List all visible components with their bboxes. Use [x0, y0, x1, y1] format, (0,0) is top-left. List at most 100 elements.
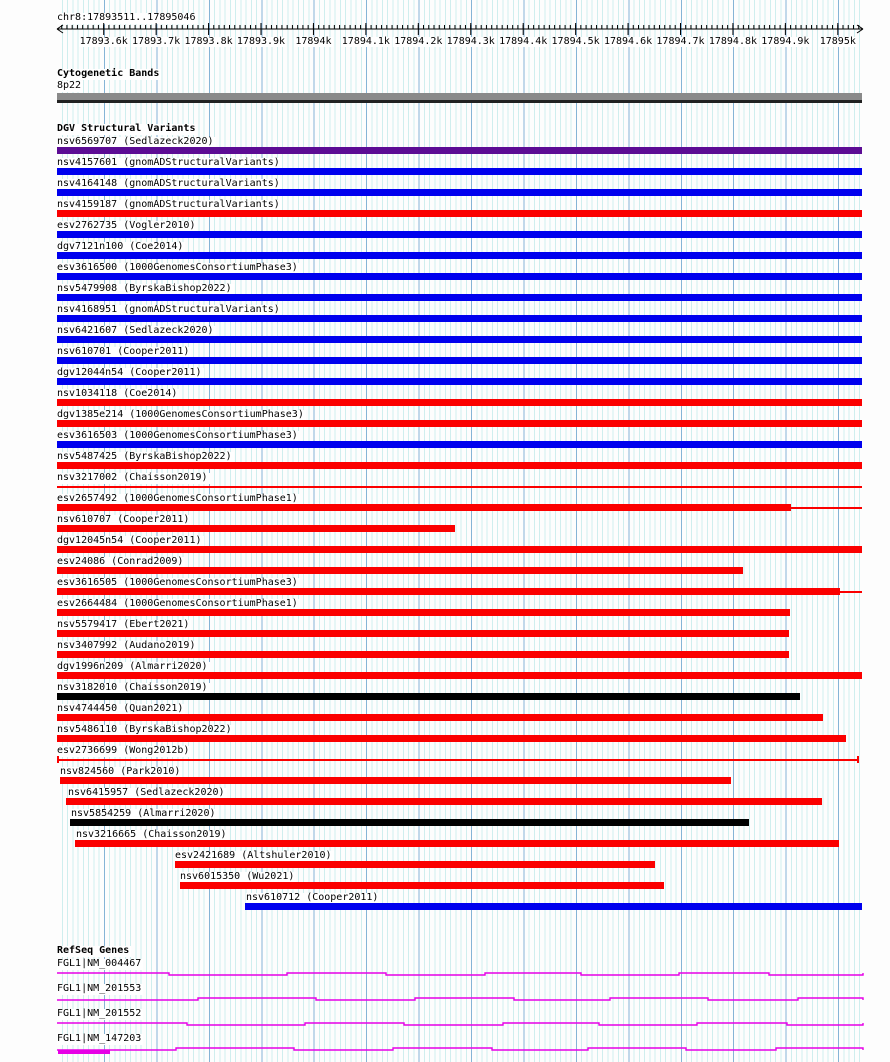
variant-label: nsv3216665 (Chaisson2019) [76, 829, 229, 841]
variant-bar[interactable] [175, 861, 655, 868]
ruler-tick-label: 17894.9k [760, 36, 811, 47]
ruler-tick-label: 17893.6k [78, 36, 129, 47]
variant-bar[interactable] [66, 798, 822, 805]
ruler-tick-label: 17894.4k [498, 36, 549, 47]
variant-bar[interactable] [57, 486, 862, 488]
variant-label: nsv5486110 (ByrskaBishop2022) [57, 724, 234, 736]
variant-bar[interactable] [57, 273, 862, 280]
variant-label: dgv12045n54 (Cooper2011) [57, 535, 204, 547]
variant-label: nsv6015350 (Wu2021) [180, 871, 297, 883]
variant-label: nsv610707 (Cooper2011) [57, 514, 192, 526]
gene-line[interactable] [57, 1046, 864, 1054]
variant-bar[interactable] [180, 882, 664, 889]
ruler-tick-label: 17894.7k [655, 36, 706, 47]
variant-bar[interactable] [57, 525, 455, 532]
variant-bar[interactable] [857, 756, 859, 763]
variant-label: nsv610701 (Cooper2011) [57, 346, 192, 358]
variant-bar[interactable] [57, 399, 862, 406]
ruler-tick-label: 17894.3k [445, 36, 496, 47]
variant-bar[interactable] [57, 714, 823, 721]
variant-bar[interactable] [60, 777, 731, 784]
variant-bar[interactable] [57, 231, 862, 238]
ruler-tick-label: 17894.6k [602, 36, 654, 47]
variant-bar[interactable] [57, 588, 840, 595]
gene-exon-partial[interactable] [58, 1050, 110, 1054]
variant-bar[interactable] [57, 168, 862, 175]
ruler-tick-label: 17894.1k [340, 36, 391, 47]
gene-label: FGL1|NM_147203 [57, 1033, 144, 1045]
gene-line[interactable] [57, 971, 864, 979]
variant-bar[interactable] [57, 189, 862, 196]
variant-bar[interactable] [70, 819, 749, 826]
ruler-tick-label: 17893.9k [235, 36, 287, 47]
variant-bar[interactable] [75, 840, 839, 847]
variant-label: nsv610712 (Cooper2011) [246, 892, 381, 904]
dgv-section-title: DGV Structural Variants [57, 123, 198, 135]
variant-bar[interactable] [57, 294, 862, 301]
variant-bar[interactable] [57, 651, 789, 658]
variant-bar[interactable] [57, 756, 59, 763]
variant-label: nsv5579417 (Ebert2021) [57, 619, 192, 631]
refseq-section-title: RefSeq Genes [57, 945, 132, 957]
variant-bar[interactable] [791, 507, 862, 509]
ruler-tick-label: 17894.8k [707, 36, 759, 47]
ruler-tick-label: 17895k [818, 36, 857, 47]
variant-label: dgv1385e214 (1000GenomesConsortiumPhase3… [57, 409, 306, 421]
variant-bar[interactable] [57, 147, 862, 154]
variant-label: nsv1034118 (Coe2014) [57, 388, 180, 400]
variant-bar[interactable] [57, 210, 862, 217]
variant-label: nsv4159187 (gnomADStructuralVariants) [57, 199, 282, 211]
variant-bar[interactable] [57, 336, 862, 343]
gene-label: FGL1|NM_201552 [57, 1008, 144, 1020]
variant-label: esv24086 (Conrad2009) [57, 556, 186, 568]
variant-bar[interactable] [57, 252, 862, 259]
ruler-tick-label: 17893.8k [183, 36, 234, 47]
locus-title: chr8:17893511..17895046 [57, 12, 198, 24]
variant-bar[interactable] [57, 630, 789, 637]
gene-line[interactable] [57, 1021, 864, 1029]
variant-bar[interactable] [57, 378, 862, 385]
variant-label: nsv4164148 (gnomADStructuralVariants) [57, 178, 282, 190]
variant-label: esv2657492 (1000GenomesConsortiumPhase1) [57, 493, 300, 505]
variant-bar[interactable] [57, 546, 862, 553]
gene-label: FGL1|NM_004467 [57, 958, 144, 970]
variant-label: nsv4744450 (Quan2021) [57, 703, 186, 715]
variant-label: esv2664484 (1000GenomesConsortiumPhase1) [57, 598, 300, 610]
variant-bar[interactable] [57, 357, 862, 364]
variant-label: nsv5487425 (ByrskaBishop2022) [57, 451, 234, 463]
variant-bar[interactable] [57, 462, 862, 469]
variant-label: esv3616503 (1000GenomesConsortiumPhase3) [57, 430, 300, 442]
variant-label: esv2736699 (Wong2012b) [57, 745, 192, 757]
variant-label: esv2421689 (Altshuler2010) [175, 850, 334, 862]
variant-bar[interactable] [840, 591, 862, 593]
variant-label: nsv5479908 (ByrskaBishop2022) [57, 283, 234, 295]
cytobands-section-title: Cytogenetic Bands [57, 68, 162, 80]
variant-bar[interactable] [57, 609, 790, 616]
variant-label: esv2762735 (Vogler2010) [57, 220, 198, 232]
variant-label: dgv12044n54 (Cooper2011) [57, 367, 204, 379]
variant-label: esv3616500 (1000GenomesConsortiumPhase3) [57, 262, 300, 274]
ruler-tick-label: 17893.7k [131, 36, 182, 47]
cytoband-bar[interactable] [57, 93, 862, 103]
variant-bar[interactable] [57, 735, 846, 742]
variant-label: nsv3407992 (Audano2019) [57, 640, 198, 652]
variant-bar[interactable] [57, 420, 862, 427]
variant-bar[interactable] [57, 693, 800, 700]
variant-label: nsv6421607 (Sedlazeck2020) [57, 325, 216, 337]
variant-bar[interactable] [57, 672, 862, 679]
variant-bar[interactable] [57, 567, 743, 574]
variant-bar[interactable] [57, 504, 791, 511]
variant-label: dgv1996n209 (Almarri2020) [57, 661, 210, 673]
ruler-tick-label: 17894.2k [393, 36, 444, 47]
variant-label: nsv5854259 (Almarri2020) [71, 808, 218, 820]
variant-bar[interactable] [57, 759, 858, 761]
variant-label: esv3616505 (1000GenomesConsortiumPhase3) [57, 577, 300, 589]
ruler-axis [56, 23, 864, 35]
variant-bar[interactable] [57, 441, 862, 448]
cytoband-label: 8p22 [57, 80, 84, 92]
variant-label: nsv3217002 (Chaisson2019) [57, 472, 210, 484]
variant-bar[interactable] [245, 903, 862, 910]
variant-bar[interactable] [57, 315, 862, 322]
gene-line[interactable] [57, 996, 864, 1004]
